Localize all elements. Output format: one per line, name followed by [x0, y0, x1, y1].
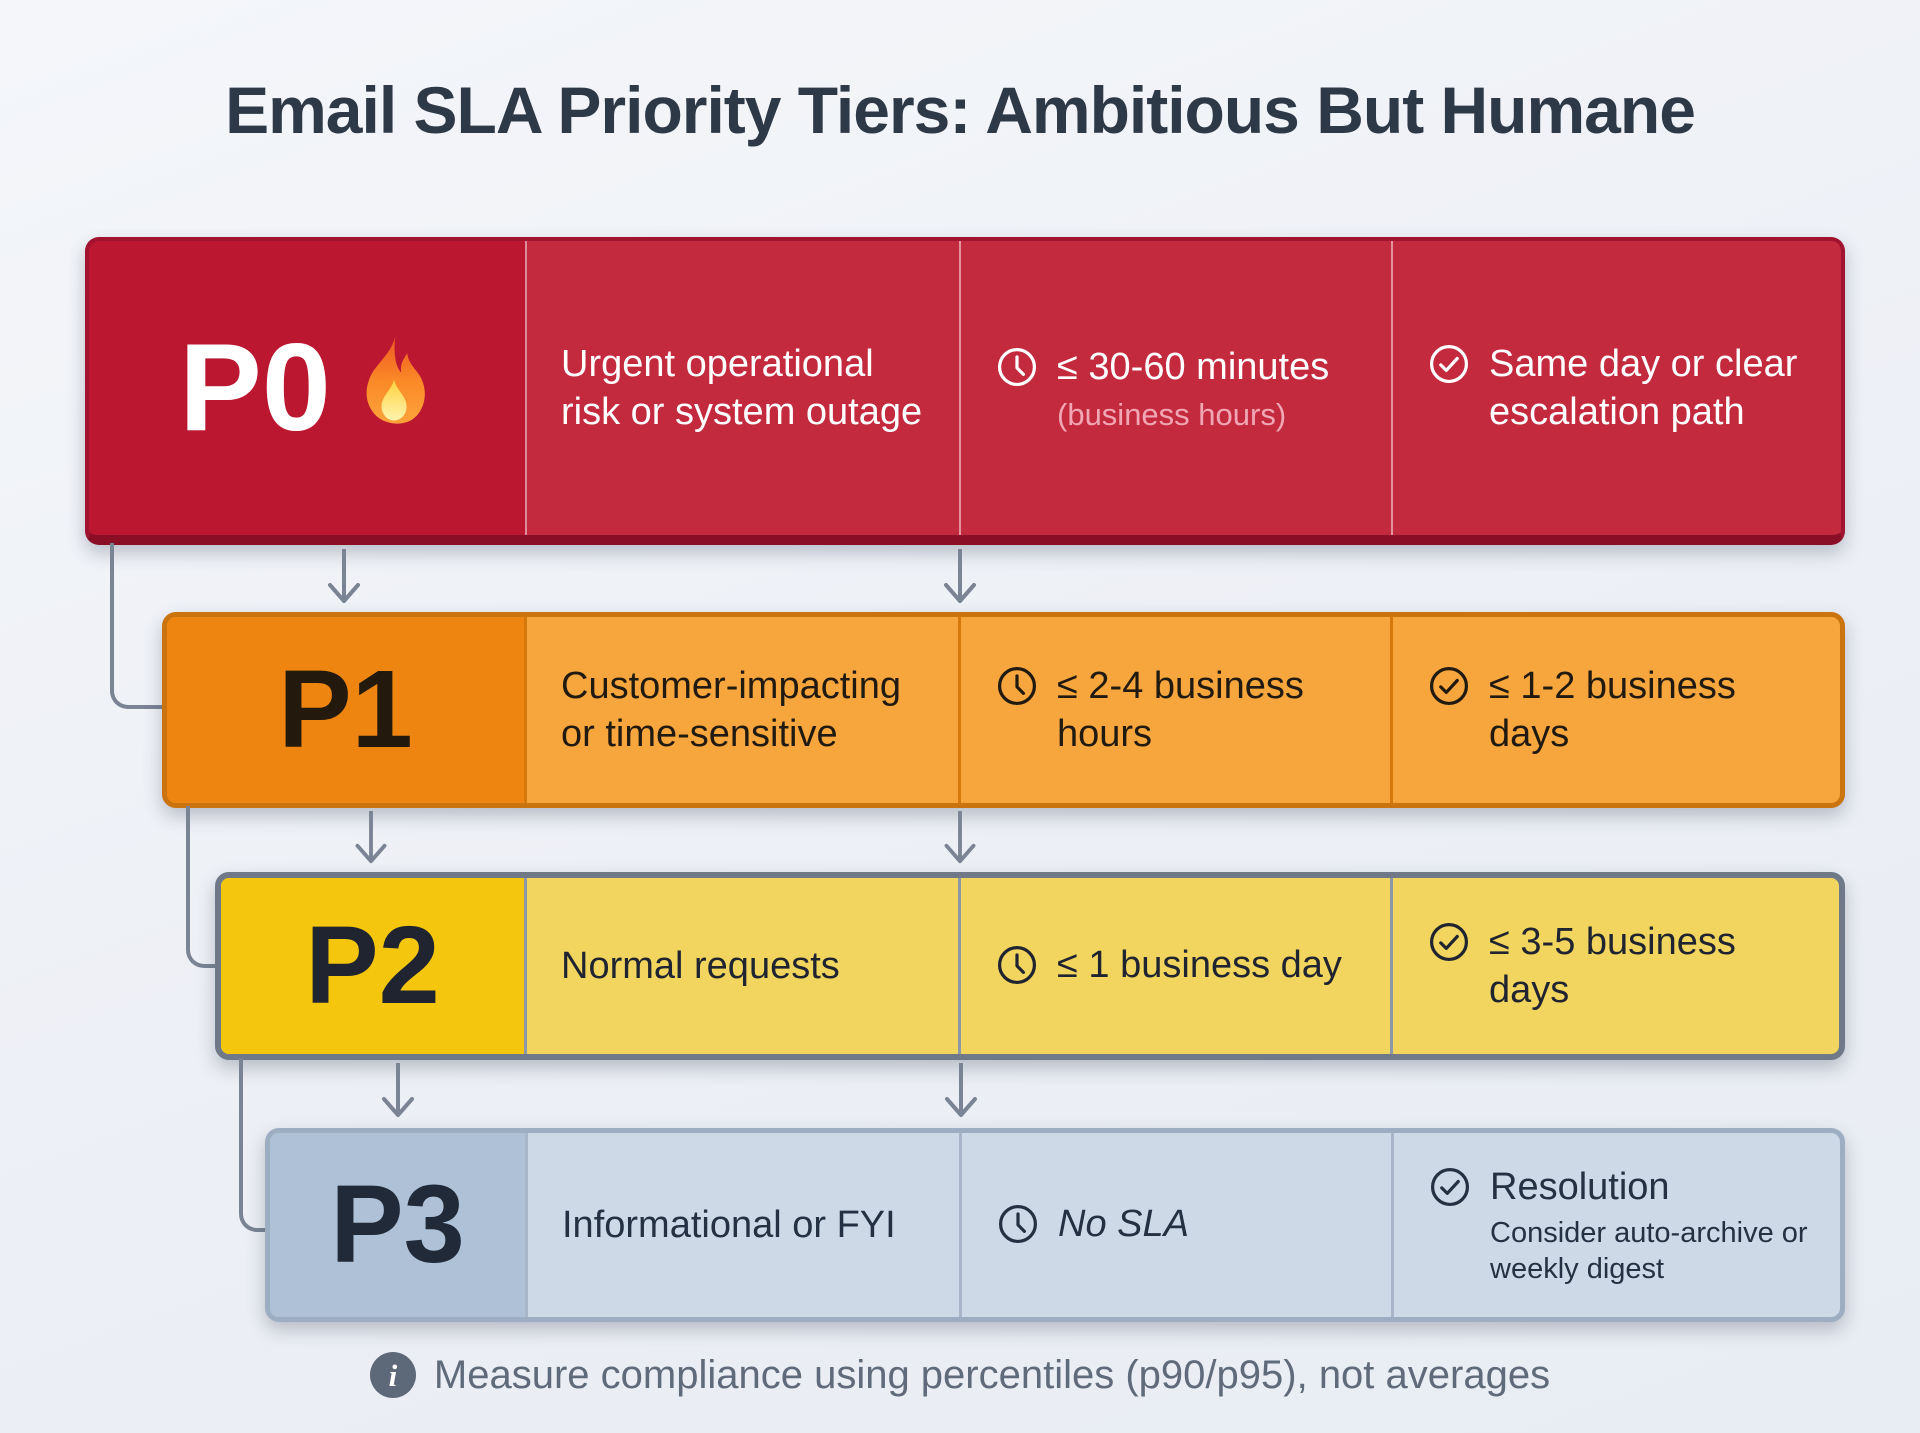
elbow-connector — [186, 806, 219, 968]
description-cell-p0: Urgent operational risk or system outage — [527, 241, 961, 535]
tier-row-p1: P1 Customer-impacting or time-sensitive … — [162, 612, 1845, 808]
down-arrow — [328, 549, 360, 603]
clock-icon — [995, 345, 1039, 394]
tier-label-cell-p3: P3 — [270, 1133, 528, 1317]
resolution-time: Same day or clear escalation path — [1489, 342, 1798, 433]
page-title: Email SLA Priority Tiers: Ambitious But … — [225, 73, 1696, 147]
footer-text: Measure compliance using percentiles (p9… — [433, 1352, 1551, 1397]
clock-icon — [995, 943, 1039, 992]
response-time: ≤ 1 business day — [1057, 943, 1342, 986]
resolution-note: Consider auto-archive or weekly digest — [1490, 1216, 1808, 1286]
response-cell-p3: No SLA — [962, 1133, 1394, 1317]
description-cell-p2: Normal requests — [527, 878, 961, 1054]
check-circle-icon — [1427, 920, 1471, 969]
down-arrow — [945, 1063, 977, 1117]
response-cell-p1: ≤ 2-4 business hours — [961, 617, 1393, 803]
resolution-time: ≤ 3-5 business days — [1489, 920, 1736, 1011]
tier-label-p0: P0 — [179, 319, 331, 457]
response-time: ≤ 30-60 minutes — [1057, 345, 1330, 388]
response-cell-p0: ≤ 30-60 minutes (business hours) — [961, 241, 1393, 535]
response-cell-p2: ≤ 1 business day — [961, 878, 1393, 1054]
clock-icon — [995, 664, 1039, 713]
check-circle-icon — [1427, 342, 1471, 391]
tier-label-p3: P3 — [330, 1163, 465, 1286]
response-time: No SLA — [1058, 1202, 1189, 1245]
tier-row-p2: P2 Normal requests ≤ 1 business day — [215, 872, 1845, 1060]
elbow-connector — [110, 543, 166, 709]
resolution-cell-p1: ≤ 1-2 business days — [1393, 617, 1840, 803]
tier-label-p1: P1 — [278, 648, 413, 771]
resolution-time: ≤ 1-2 business days — [1489, 664, 1736, 755]
tier-row-p0: P0 — [85, 237, 1845, 545]
elbow-connector — [239, 1058, 269, 1232]
resolution-time: Resolution — [1490, 1165, 1670, 1208]
tier-row-p3: P3 Informational or FYI No SLA — [265, 1128, 1845, 1322]
clock-icon — [996, 1202, 1040, 1251]
resolution-cell-p0: Same day or clear escalation path — [1393, 241, 1841, 535]
info-icon — [369, 1352, 416, 1398]
check-circle-icon — [1427, 664, 1471, 713]
tier-label-cell-p2: P2 — [221, 878, 527, 1054]
resolution-cell-p2: ≤ 3-5 business days — [1393, 878, 1839, 1054]
description-cell-p3: Informational or FYI — [528, 1133, 962, 1317]
response-note: (business hours) — [1057, 397, 1287, 433]
check-circle-icon — [1428, 1165, 1472, 1214]
fire-icon — [353, 326, 435, 450]
tier-label-p2: P2 — [305, 904, 440, 1027]
response-time: ≤ 2-4 business hours — [1057, 664, 1304, 755]
tier-description: Normal requests — [561, 944, 840, 987]
resolution-cell-p3: Resolution Consider auto-archive or week… — [1394, 1133, 1840, 1317]
tier-description: Urgent operational risk or system outage — [561, 342, 923, 433]
tier-description: Informational or FYI — [562, 1203, 896, 1246]
down-arrow — [944, 549, 976, 603]
down-arrow — [355, 811, 387, 864]
footer-note: Measure compliance using percentiles (p9… — [0, 1352, 1920, 1398]
down-arrow — [944, 811, 976, 864]
description-cell-p1: Customer-impacting or time-sensitive — [527, 617, 961, 803]
tier-label-cell-p1: P1 — [167, 617, 527, 803]
tier-description: Customer-impacting or time-sensitive — [561, 664, 901, 755]
down-arrow — [382, 1063, 414, 1117]
tier-label-cell-p0: P0 — [89, 241, 527, 535]
